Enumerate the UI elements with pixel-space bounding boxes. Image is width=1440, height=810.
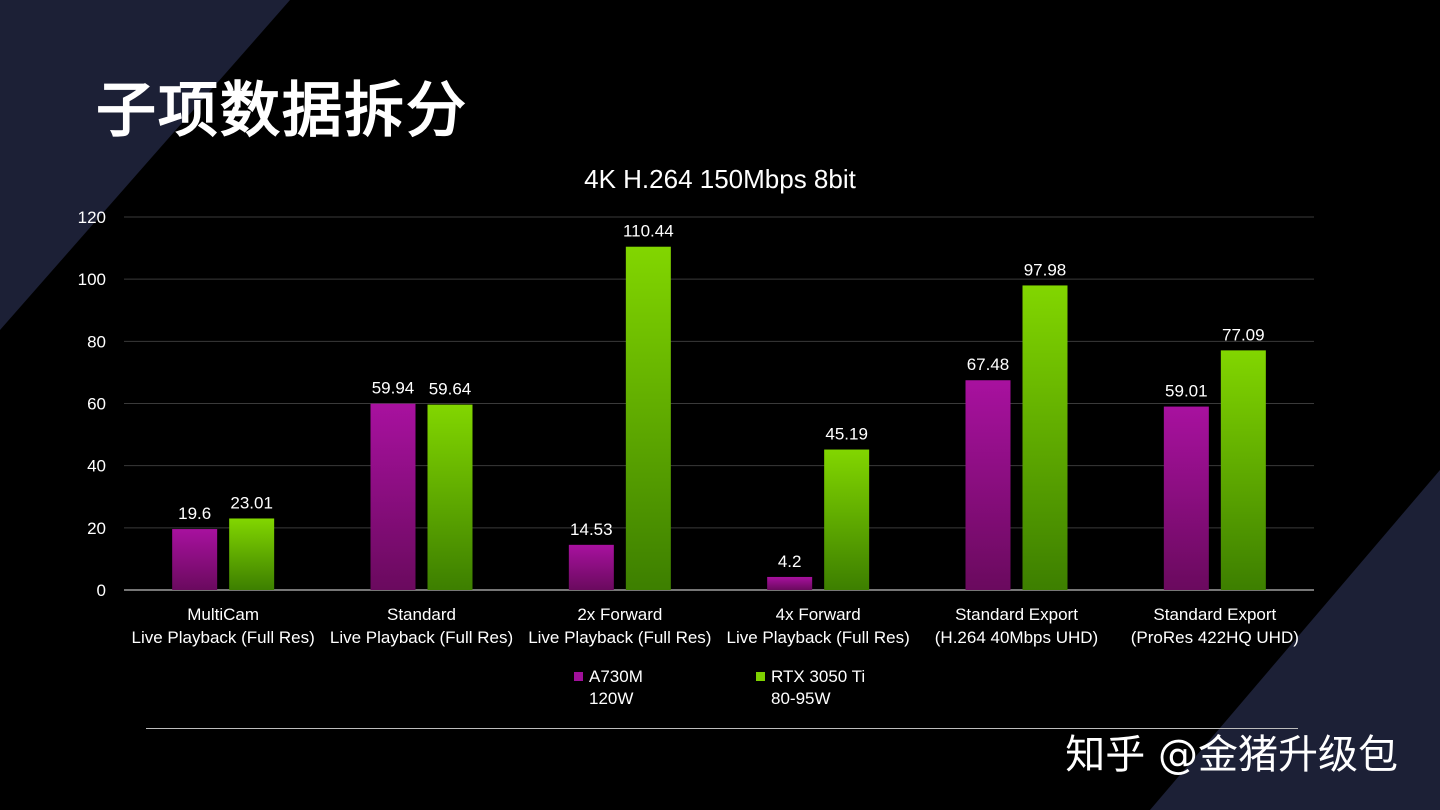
legend-swatch-a730m [574, 672, 583, 681]
data-label-series2-cat5: 97.98 [1024, 260, 1067, 279]
y-tick-label-0: 0 [97, 581, 106, 600]
y-tick-label-60: 60 [87, 395, 106, 414]
data-label-series1-cat6: 59.01 [1165, 382, 1208, 401]
data-label-series2-cat3: 110.44 [623, 222, 674, 241]
legend-swatch-rtx3050ti [756, 672, 765, 681]
bar-series1-cat2 [370, 403, 416, 590]
y-tick-label-120: 120 [78, 208, 106, 227]
bar-series2-cat3 [625, 246, 671, 590]
x-tick-label-cat2-line1: Standard [387, 605, 456, 624]
bar-series1-cat5 [965, 380, 1011, 590]
x-tick-label-cat3-line1: 2x Forward [577, 605, 662, 624]
legend-label-rtx3050ti-line1: RTX 3050 Ti [771, 667, 866, 686]
x-tick-label-cat6-line2: (ProRes 422HQ UHD) [1131, 628, 1299, 647]
data-label-series1-cat5: 67.48 [967, 355, 1010, 374]
bar-series2-cat1 [229, 518, 275, 590]
legend-item-rtx3050ti: RTX 3050 Ti 80-95W [756, 666, 865, 710]
y-tick-label-100: 100 [78, 270, 106, 289]
bar-series1-cat6 [1163, 406, 1209, 590]
x-tick-label-cat6-line1: Standard Export [1153, 605, 1276, 624]
legend-item-a730m: A730M 120W [574, 666, 643, 710]
x-tick-label-cat1-line2: Live Playback (Full Res) [132, 628, 315, 647]
page-title: 子项数据拆分 [96, 76, 468, 146]
bar-series1-cat3 [568, 544, 614, 590]
x-tick-label-cat3-line2: Live Playback (Full Res) [528, 628, 711, 647]
data-label-series2-cat1: 23.01 [230, 493, 273, 512]
data-label-series2-cat4: 45.19 [825, 425, 868, 444]
footer-rule [146, 728, 1298, 729]
legend-label-rtx3050ti-line2: 80-95W [771, 689, 831, 708]
data-label-series2-cat6: 77.09 [1222, 325, 1265, 344]
x-tick-label-cat1-line1: MultiCam [187, 605, 259, 624]
bar-series2-cat6 [1220, 350, 1266, 590]
bar-series2-cat5 [1022, 285, 1068, 590]
watermark: 知乎 @金猪升级包 [1065, 732, 1398, 778]
x-tick-label-cat4-line2: Live Playback (Full Res) [727, 628, 910, 647]
bar-series2-cat4 [824, 449, 870, 590]
data-label-series2-cat2: 59.64 [429, 380, 472, 399]
x-tick-label-cat5-line1: Standard Export [955, 605, 1078, 624]
bar-series1-cat1 [172, 529, 218, 590]
y-tick-label-40: 40 [87, 457, 106, 476]
legend-label-a730m-line1: A730M [589, 667, 643, 686]
decor-triangle-top-left [0, 0, 290, 330]
data-label-series1-cat1: 19.6 [178, 504, 211, 523]
bar-series1-cat4 [767, 576, 813, 590]
x-tick-label-cat4-line1: 4x Forward [776, 605, 861, 624]
legend-label-a730m-line2: 120W [589, 689, 634, 708]
y-tick-label-20: 20 [87, 519, 106, 538]
data-label-series1-cat3: 14.53 [570, 520, 613, 539]
data-label-series1-cat2: 59.94 [372, 379, 415, 398]
chart-title: 4K H.264 150Mbps 8bit [584, 164, 856, 194]
x-tick-label-cat2-line2: Live Playback (Full Res) [330, 628, 513, 647]
decor-triangle-bottom-right [1150, 470, 1440, 810]
y-tick-label-80: 80 [87, 332, 106, 351]
bar-series2-cat2 [427, 404, 473, 590]
x-tick-label-cat5-line2: (H.264 40Mbps UHD) [935, 628, 1098, 647]
data-label-series1-cat4: 4.2 [778, 552, 802, 571]
